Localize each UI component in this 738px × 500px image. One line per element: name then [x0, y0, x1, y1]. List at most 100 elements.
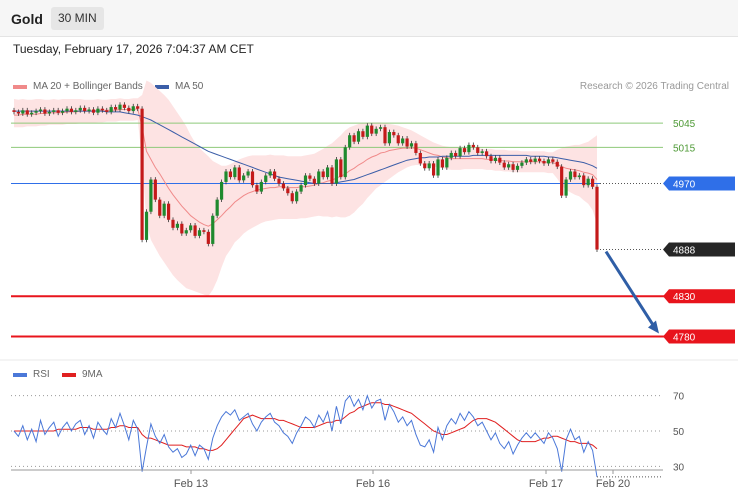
- candle-up: [87, 109, 91, 112]
- candle-down: [573, 171, 577, 178]
- candle-up: [38, 109, 43, 112]
- candle-up: [184, 230, 188, 234]
- candle-up: [219, 181, 224, 200]
- level-label-5045: 5045: [673, 119, 696, 130]
- candle-down: [202, 230, 206, 232]
- rsi-9ma-line: [14, 402, 598, 451]
- chart-datetime: Tuesday, February 17, 2026 7:04:37 AM CE…: [13, 42, 254, 56]
- candle-up: [65, 108, 69, 112]
- candle-up: [242, 175, 246, 181]
- candle-up: [30, 112, 34, 115]
- candle-up: [211, 215, 215, 244]
- rsi-tick-label: 70: [673, 392, 685, 403]
- candle-down: [370, 125, 374, 134]
- candle-up: [515, 165, 520, 170]
- candle-up: [268, 171, 272, 176]
- candle-down: [16, 111, 21, 114]
- legend-label-ma20: MA 20 + Bollinger Bands: [33, 81, 143, 92]
- candle-up: [149, 179, 153, 212]
- candle-down: [105, 110, 109, 112]
- candle-up: [197, 230, 202, 236]
- candle-up: [264, 175, 268, 182]
- candle-up: [436, 159, 440, 176]
- candle-up: [493, 157, 498, 162]
- candle-up: [467, 144, 471, 153]
- candle-up: [246, 171, 250, 176]
- candle-down: [12, 110, 16, 112]
- candle-down: [555, 161, 559, 167]
- legend-label-rsi: RSI: [33, 369, 50, 380]
- candle-down: [405, 138, 409, 147]
- candle-up: [520, 162, 524, 166]
- candle-down: [122, 104, 127, 108]
- candle-down: [560, 166, 564, 196]
- candle-up: [427, 163, 431, 169]
- candle-down: [529, 159, 533, 162]
- candle-up: [259, 181, 263, 192]
- candle-down: [281, 183, 286, 189]
- level-label-4888: 4888: [673, 246, 696, 257]
- candle-up: [458, 148, 462, 157]
- candle-up: [233, 167, 237, 178]
- candle-down: [136, 106, 140, 109]
- candle-up: [409, 143, 414, 147]
- candle-up: [374, 128, 378, 134]
- candle-up: [356, 131, 361, 142]
- candle-down: [193, 225, 197, 236]
- candle-down: [308, 175, 312, 179]
- candle-up: [60, 111, 65, 113]
- candle-down: [582, 175, 586, 186]
- legend-swatch-ma20: [13, 84, 27, 89]
- candle-up: [343, 147, 347, 178]
- x-tick-label: Feb 13: [174, 478, 208, 490]
- candle-down: [352, 135, 356, 142]
- candle-up: [533, 158, 537, 162]
- candle-up: [445, 157, 449, 168]
- candle-down: [440, 159, 445, 168]
- candle-down: [392, 132, 396, 136]
- candle-down: [250, 171, 255, 186]
- candle-up: [586, 178, 590, 186]
- candle-up: [577, 175, 581, 178]
- candle-down: [180, 223, 184, 234]
- candle-down: [277, 178, 281, 184]
- candle-up: [524, 159, 528, 163]
- candle-up: [334, 159, 339, 184]
- candle-down: [489, 156, 493, 162]
- candle-down: [100, 108, 104, 111]
- candle-down: [462, 148, 467, 153]
- candle-down: [361, 131, 365, 137]
- candle-down: [113, 107, 118, 110]
- candle-down: [272, 171, 277, 179]
- candle-up: [74, 110, 78, 112]
- candle-up: [568, 171, 573, 180]
- candle-up: [131, 106, 135, 112]
- candle-up: [401, 138, 405, 144]
- candle-down: [56, 110, 60, 113]
- legend-swatch-rsi: [13, 372, 27, 377]
- copyright-text: Research © 2026 Trading Central: [579, 81, 729, 92]
- candle-up: [109, 107, 113, 112]
- candle-down: [228, 171, 233, 178]
- candle-up: [162, 203, 166, 216]
- candle-up: [365, 125, 369, 137]
- level-tag-4970: [663, 176, 735, 191]
- candle-down: [542, 161, 546, 164]
- timeframe-button[interactable]: 30 MIN: [51, 7, 104, 30]
- header-bar: Gold 30 MIN: [0, 0, 738, 37]
- candle-up: [348, 135, 352, 148]
- candle-up: [317, 171, 321, 184]
- candle-up: [47, 111, 51, 114]
- candle-down: [166, 203, 171, 220]
- candle-down: [91, 109, 96, 113]
- legend-label-ma50: MA 50: [175, 81, 204, 92]
- candle-down: [237, 167, 241, 181]
- candle-down: [537, 158, 542, 162]
- candle-up: [546, 159, 551, 164]
- level-label-4970: 4970: [673, 180, 696, 191]
- candle-up: [175, 223, 180, 228]
- candle-down: [25, 110, 29, 115]
- candle-down: [69, 108, 74, 112]
- candle-down: [290, 193, 294, 202]
